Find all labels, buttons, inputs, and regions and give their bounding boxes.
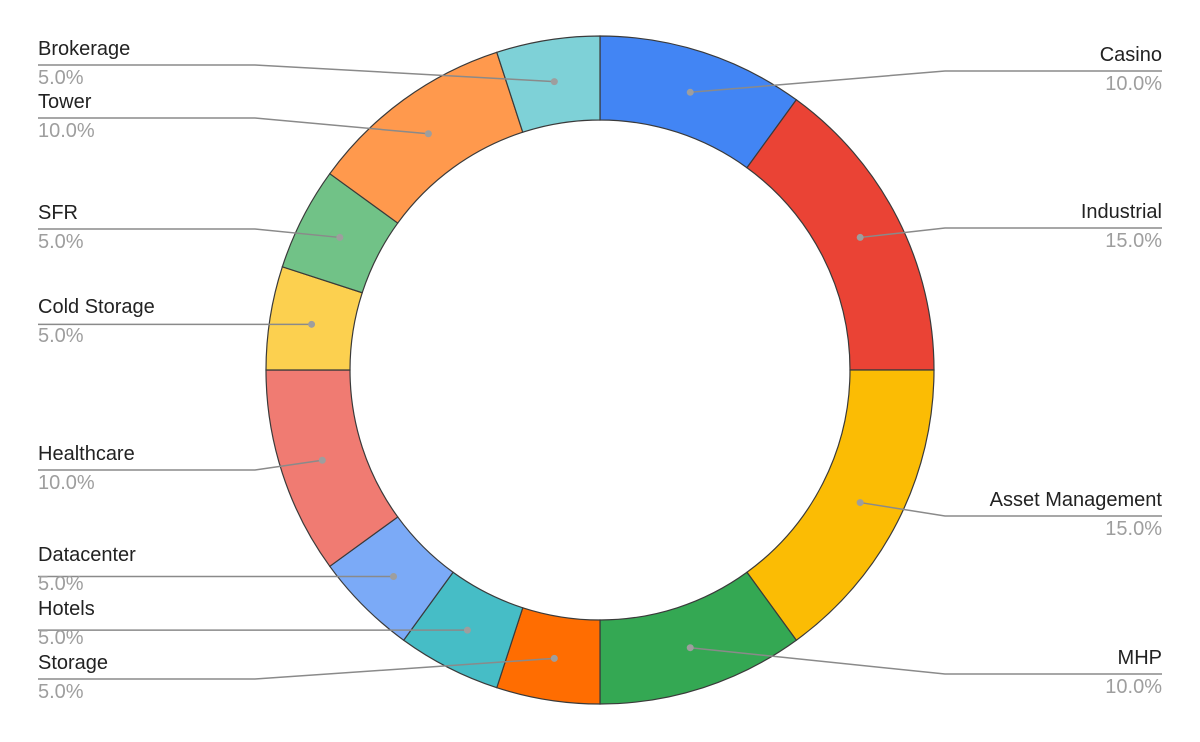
leader-dot-cold-storage [308, 320, 316, 328]
slice-percent-datacenter: 5.0% [38, 573, 84, 595]
leader-lines [38, 64, 1162, 680]
slice-label-tower: Tower [38, 91, 92, 113]
slice-label-asset-management: Asset Management [990, 489, 1163, 511]
leader-tower [38, 117, 429, 135]
leader-dot-storage [550, 654, 558, 662]
slice-label-datacenter: Datacenter [38, 544, 136, 566]
leader-asset-management [860, 501, 1162, 517]
leader-sfr [38, 228, 340, 239]
slice-percent-mhp: 10.0% [1105, 676, 1162, 698]
leader-dot-healthcare [318, 456, 326, 464]
leader-dot-industrial [856, 233, 864, 241]
leader-industrial [860, 227, 1162, 239]
leader-dot-asset-management [856, 499, 864, 507]
slice-label-mhp: MHP [1118, 647, 1162, 669]
slice-industrial[interactable] [746, 98, 935, 371]
slice-label-healthcare: Healthcare [38, 443, 135, 465]
leader-dot-datacenter [390, 572, 398, 580]
leader-dot-casino [686, 88, 694, 96]
slice-percent-casino: 10.0% [1105, 73, 1162, 95]
slice-label-storage: Storage [38, 652, 108, 674]
leader-casino [690, 70, 1162, 94]
slice-percent-sfr: 5.0% [38, 231, 84, 253]
donut-slices [265, 35, 935, 705]
leader-mhp [690, 646, 1162, 675]
slice-label-industrial: Industrial [1081, 201, 1162, 223]
slice-label-brokerage: Brokerage [38, 38, 130, 60]
leader-dot-sfr [336, 233, 344, 241]
leader-brokerage [38, 64, 555, 83]
slice-label-sfr: SFR [38, 202, 78, 224]
slice-percent-tower: 10.0% [38, 120, 95, 142]
slice-percent-healthcare: 10.0% [38, 472, 95, 494]
leader-dot-tower [424, 130, 432, 138]
slice-labels: Casino 10.0% Industrial 15.0% Asset Manageme… [38, 38, 1162, 703]
slice-percent-brokerage: 5.0% [38, 67, 84, 89]
leader-healthcare [38, 459, 323, 471]
slice-percent-industrial: 15.0% [1105, 230, 1162, 252]
slice-brokerage[interactable] [496, 35, 601, 133]
leader-storage [38, 657, 555, 680]
leader-dot-hotels [463, 626, 471, 634]
slice-percent-asset-management: 15.0% [1105, 518, 1162, 540]
slice-percent-hotels: 5.0% [38, 627, 84, 649]
slice-label-cold-storage: Cold Storage [38, 296, 155, 318]
slice-asset-management[interactable] [746, 369, 935, 642]
slice-label-hotels: Hotels [38, 598, 95, 620]
slice-label-casino: Casino [1100, 44, 1162, 66]
leader-dot-mhp [686, 644, 694, 652]
slice-percent-storage: 5.0% [38, 681, 84, 703]
leader-dot-brokerage [550, 78, 558, 86]
slice-percent-cold-storage: 5.0% [38, 325, 84, 347]
